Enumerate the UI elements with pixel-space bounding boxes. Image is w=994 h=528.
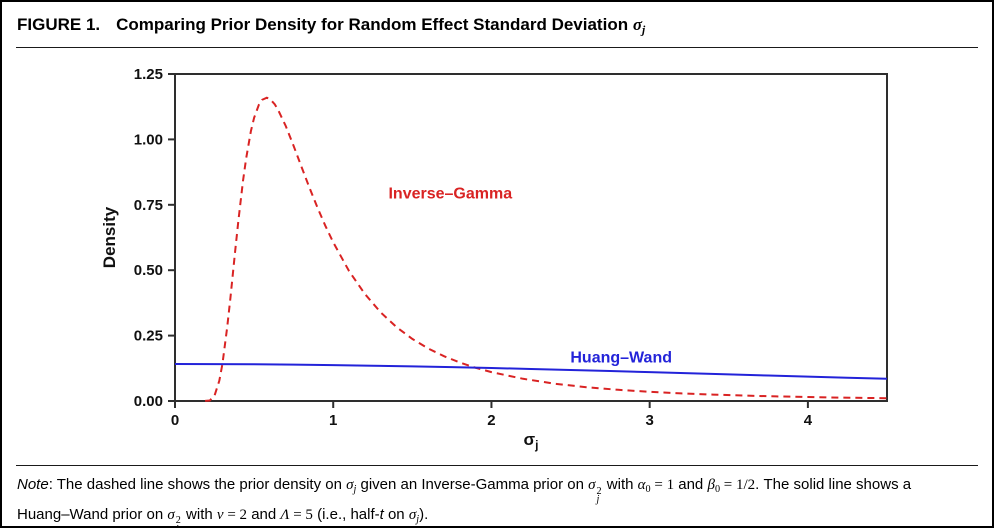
- y-tick-label: 0.00: [134, 393, 163, 410]
- series-curve-huang-wand: [174, 363, 888, 380]
- x-tick-label: 0: [171, 412, 179, 429]
- x-tick-label: 3: [645, 412, 653, 429]
- series-curve-inverse-gamma: [205, 96, 888, 402]
- plot-frame: [174, 73, 888, 402]
- legend-annotation-huang-wand: Huang–Wand: [570, 349, 672, 366]
- x-tick-label: 4: [804, 412, 813, 429]
- figure-title-text: Comparing Prior Density for Random Effec…: [116, 15, 646, 37]
- x-tick-label: 2: [487, 412, 495, 429]
- title-divider-rule: [16, 47, 978, 48]
- note-line-1: Note: The dashed line shows the prior de…: [17, 476, 912, 505]
- y-tick-label: 1.00: [134, 131, 163, 148]
- x-tick-label: 1: [329, 412, 337, 429]
- y-tick-label: 0.25: [134, 328, 163, 345]
- y-tick-label: 1.25: [134, 66, 163, 83]
- legend-annotation-inverse-gamma: Inverse–Gamma: [388, 185, 512, 202]
- figure-title: FIGURE 1. Comparing Prior Density for Ran…: [17, 15, 977, 36]
- note-line-2: Huang–Wand prior on σ2j with ν = 2 and Λ…: [17, 505, 429, 527]
- y-axis-title: Density: [100, 206, 119, 268]
- y-tick-label: 0.75: [134, 197, 163, 214]
- figure-number-label: FIGURE 1.: [17, 15, 101, 34]
- figure-note: Note: The dashed line shows the prior de…: [17, 474, 976, 527]
- x-axis-title: σj: [524, 430, 539, 452]
- y-tick-label: 0.50: [134, 262, 163, 279]
- note-divider-rule: [16, 465, 978, 466]
